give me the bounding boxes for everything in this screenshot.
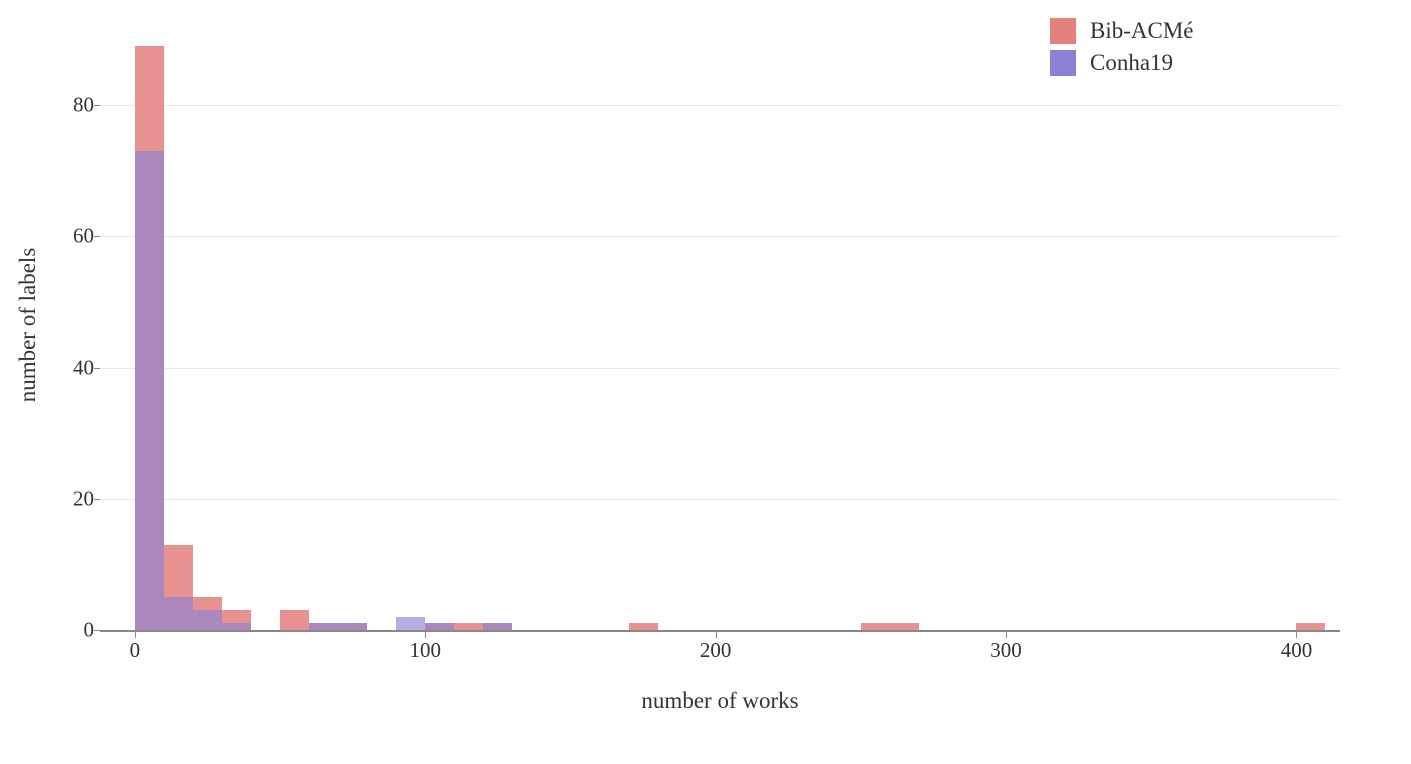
histogram-bar [164,597,193,630]
histogram-bar [890,623,919,630]
gridline [100,236,1340,237]
gridline [100,499,1340,500]
y-tick-label: 40 [0,355,94,380]
legend: Bib-ACMé Conha19 [1050,18,1194,82]
x-tick-label: 200 [700,638,732,663]
histogram-chart: number of labels number of works Bib-ACM… [0,0,1411,764]
y-tick [94,236,100,237]
y-tick [94,630,100,631]
histogram-bar [222,623,251,630]
x-tick-label: 300 [990,638,1022,663]
histogram-bar [396,617,425,630]
histogram-bar [309,623,338,630]
histogram-bar [280,610,309,630]
x-axis-title: number of works [641,688,798,714]
gridline [100,105,1340,106]
x-tick-label: 400 [1281,638,1313,663]
legend-item: Bib-ACMé [1050,18,1194,44]
histogram-bar [1296,623,1325,630]
legend-label: Bib-ACMé [1090,18,1194,44]
histogram-bar [135,151,164,630]
y-tick-label: 0 [0,618,94,643]
gridline [100,368,1340,369]
histogram-bar [629,623,658,630]
x-axis-line [100,630,1340,632]
histogram-bar [338,623,367,630]
legend-item: Conha19 [1050,50,1194,76]
x-tick-label: 100 [409,638,441,663]
y-tick [94,105,100,106]
legend-label: Conha19 [1090,50,1173,76]
legend-swatch [1050,50,1076,76]
histogram-bar [425,623,454,630]
x-tick-label: 0 [130,638,141,663]
y-tick-label: 80 [0,93,94,118]
histogram-bar [483,623,512,630]
y-tick-label: 60 [0,224,94,249]
legend-swatch [1050,18,1076,44]
histogram-bar [193,610,222,630]
y-tick-label: 20 [0,486,94,511]
histogram-bar [454,623,483,630]
histogram-bar [861,623,890,630]
y-tick [94,368,100,369]
plot-area [100,20,1340,630]
y-tick [94,499,100,500]
